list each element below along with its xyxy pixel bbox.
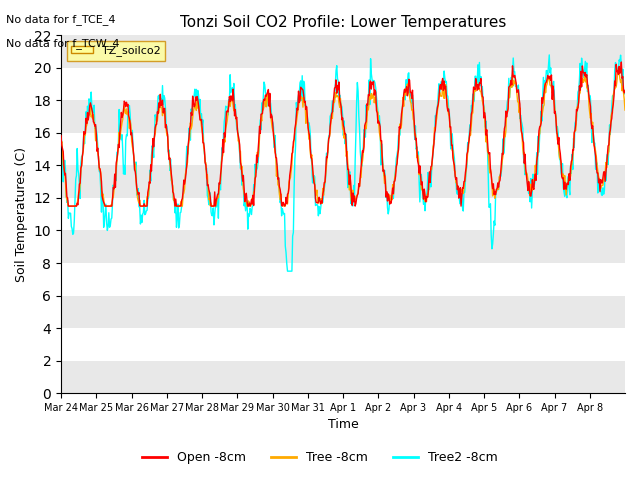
Bar: [61, 36, 625, 68]
Title: Tonzi Soil CO2 Profile: Lower Temperatures: Tonzi Soil CO2 Profile: Lower Temperatur…: [180, 15, 506, 30]
Bar: [61, 198, 625, 230]
Legend: Open -8cm, Tree -8cm, Tree2 -8cm: Open -8cm, Tree -8cm, Tree2 -8cm: [137, 446, 503, 469]
Bar: [61, 133, 625, 166]
Bar: [61, 296, 625, 328]
Bar: [61, 230, 625, 263]
Legend: TZ_soilco2: TZ_soilco2: [67, 41, 165, 60]
Text: No data for f_TCE_4: No data for f_TCE_4: [6, 14, 116, 25]
Text: No data for f_TCW_4: No data for f_TCW_4: [6, 38, 120, 49]
X-axis label: Time: Time: [328, 419, 358, 432]
Bar: [61, 263, 625, 296]
Bar: [61, 360, 625, 393]
Bar: [61, 68, 625, 100]
Bar: [61, 100, 625, 133]
Bar: [61, 166, 625, 198]
Bar: [61, 328, 625, 360]
Y-axis label: Soil Temperatures (C): Soil Temperatures (C): [15, 147, 28, 282]
